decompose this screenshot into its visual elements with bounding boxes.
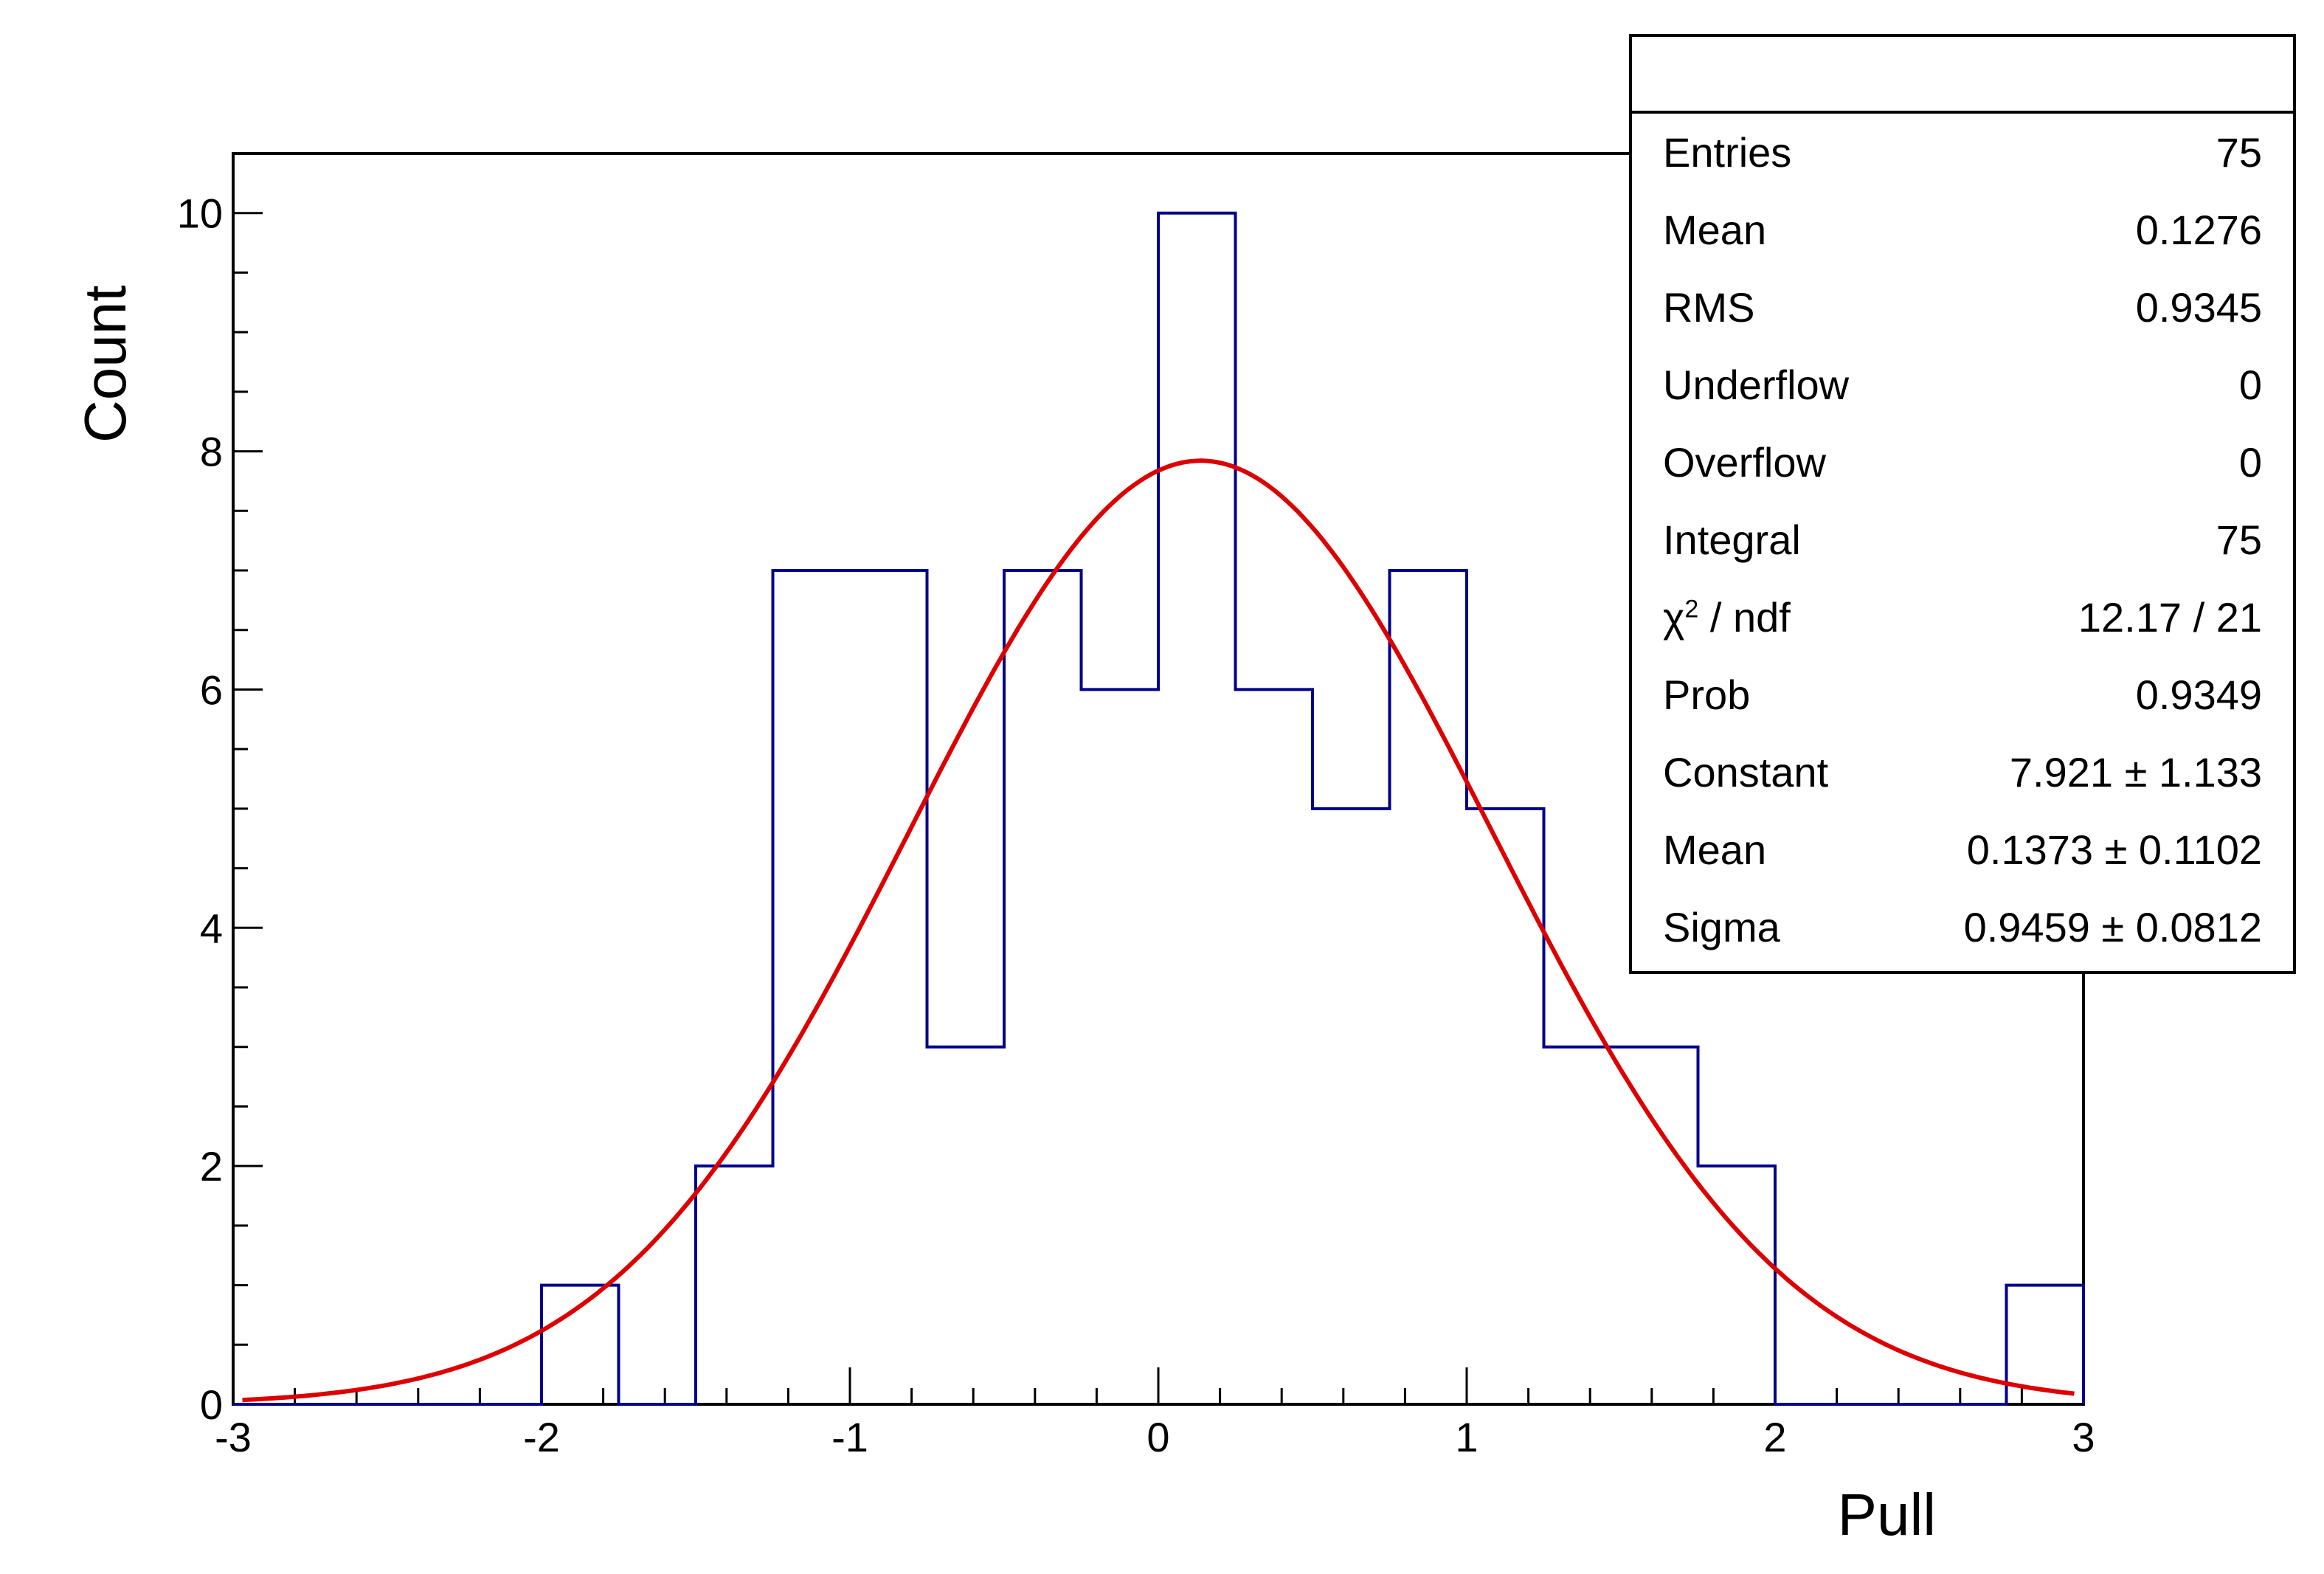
histogram-bin: [1544, 1047, 1622, 1404]
stats-rows: Entries 75 Mean 0.1276 RMS 0.9345 Underflow 0 Ov…: [1632, 114, 2293, 966]
stats-label: Mean: [1663, 826, 1767, 873]
y-tick-label: 10: [177, 190, 223, 237]
stats-label: Overflow: [1663, 439, 1826, 486]
histogram-bin: [1082, 689, 1159, 1404]
x-tick-label: -2: [523, 1414, 560, 1460]
stats-box: Entries 75 Mean 0.1276 RMS 0.9345 Underflow 0 Ov…: [1629, 34, 2296, 974]
histogram-bin: [1698, 1166, 1776, 1404]
stats-value: 75: [2216, 517, 2262, 563]
stats-label: Mean: [1663, 207, 1767, 253]
x-tick-label: 2: [1763, 1414, 1786, 1460]
histogram-bin: [1467, 809, 1544, 1404]
histogram-bin: [1158, 213, 1236, 1404]
stats-label: Prob: [1663, 672, 1751, 718]
y-axis-label: Count: [72, 286, 138, 443]
stats-value: 0.9349: [2135, 672, 2262, 718]
histogram-outline: [233, 211, 2085, 1406]
stats-row: Mean 0.1373 ± 0.1102: [1632, 811, 2293, 888]
stats-value: 0.9345: [2135, 284, 2262, 331]
y-tick-label: 6: [200, 666, 223, 713]
y-tick-label: 0: [200, 1381, 223, 1428]
stats-row: Constant 7.921 ± 1.133: [1632, 734, 2293, 811]
x-tick-label: 3: [2072, 1414, 2095, 1460]
histogram-bin: [850, 570, 927, 1404]
stats-row: Integral 75: [1632, 501, 2293, 579]
stats-row: RMS 0.9345: [1632, 269, 2293, 346]
stats-row: Prob 0.9349: [1632, 656, 2293, 734]
stats-row: Entries 75: [1632, 114, 2293, 191]
stats-row: Mean 0.1276: [1632, 191, 2293, 269]
stats-label: Sigma: [1663, 904, 1780, 950]
stats-label: Entries: [1663, 129, 1792, 176]
histogram-bin: [542, 1285, 619, 1404]
y-tick-label: 8: [200, 429, 223, 475]
y-tick-label: 4: [200, 905, 223, 951]
stats-value: 12.17 / 21: [2078, 594, 2262, 641]
histogram-bin: [1390, 570, 1467, 1404]
stats-label: Constant: [1663, 749, 1829, 795]
stats-label: Underflow: [1663, 362, 1850, 408]
stats-row: Sigma 0.9459 ± 0.0812: [1632, 888, 2293, 966]
stats-row: χ2 / ndf 12.17 / 21: [1632, 579, 2293, 656]
stats-value: 75: [2216, 129, 2262, 176]
stats-row: Underflow 0: [1632, 346, 2293, 424]
histogram: [233, 211, 2085, 1406]
y-tick-label: 2: [200, 1143, 223, 1190]
stats-value: 0.1373 ± 0.1102: [1966, 826, 2262, 873]
stats-label: RMS: [1663, 284, 1755, 331]
stats-value: 0.1276: [2135, 207, 2262, 253]
stats-value: 0: [2238, 362, 2262, 408]
histogram-bin: [696, 1166, 773, 1404]
histogram-bin: [773, 570, 851, 1404]
x-axis-ticks: -3 -2 -1 0 1 2 3: [215, 1367, 2095, 1460]
stats-value: 0.9459 ± 0.0812: [1963, 904, 2262, 950]
stats-value: 7.921 ± 1.133: [2009, 749, 2262, 795]
fit-curve: [242, 458, 2075, 1403]
histogram-bin: [1004, 570, 1082, 1404]
stats-row: Overflow 0: [1632, 424, 2293, 501]
y-axis-ticks: 0 2 4 6 8 10: [177, 190, 263, 1428]
stats-box-header: [1632, 37, 2293, 114]
stats-label: Integral: [1663, 517, 1801, 563]
stats-label: χ2 / ndf: [1663, 594, 1791, 641]
x-axis-label: Pull: [1838, 1482, 1936, 1547]
x-tick-label: 0: [1147, 1414, 1169, 1460]
histogram-bin: [1621, 1047, 1698, 1404]
stats-value: 0: [2238, 439, 2262, 486]
histogram-bin: [1313, 809, 1390, 1404]
histogram-bin: [927, 1047, 1005, 1404]
histogram-bin: [1236, 689, 1313, 1404]
x-tick-label: -3: [215, 1414, 252, 1460]
x-tick-label: 1: [1455, 1414, 1478, 1460]
x-tick-label: -1: [831, 1414, 868, 1460]
